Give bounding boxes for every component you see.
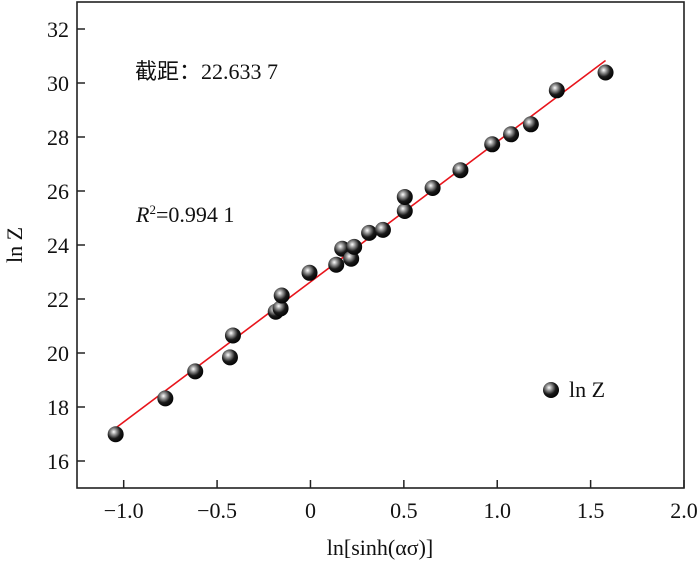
data-point [224, 327, 241, 344]
x-tick-label: 1.5 [577, 498, 605, 523]
data-point [107, 426, 124, 443]
x-tick-label: −1.0 [104, 498, 144, 523]
legend-label: ln Z [569, 377, 605, 402]
y-tick-label: 18 [47, 395, 69, 420]
r2-annotation: R2=0.994 1 [135, 202, 234, 227]
data-point [452, 162, 469, 179]
x-axis-label: ln[sinh(ασ)] [327, 535, 433, 560]
y-tick-label: 20 [47, 341, 69, 366]
data-point [328, 256, 345, 273]
x-tick-label: 0.5 [390, 498, 418, 523]
y-tick-label: 32 [47, 17, 69, 42]
data-point [503, 126, 520, 143]
x-tick-label: 1.0 [483, 498, 511, 523]
data-point [548, 82, 565, 99]
data-point [396, 202, 413, 219]
x-tick-label: 0 [305, 498, 316, 523]
y-tick-label: 28 [47, 125, 69, 150]
y-tick-label: 30 [47, 71, 69, 96]
x-tick-label: 2.0 [670, 498, 698, 523]
plot-frame [76, 1, 685, 489]
y-tick-label: 26 [47, 179, 69, 204]
data-point [157, 390, 174, 407]
x-tick-label: −0.5 [197, 498, 237, 523]
y-tick-label: 24 [47, 233, 69, 258]
data-point [346, 238, 363, 255]
data-point [522, 116, 539, 133]
data-point [273, 287, 290, 304]
data-point [221, 349, 238, 366]
y-tick-label: 22 [47, 287, 69, 312]
data-point [396, 188, 413, 205]
data-point [597, 64, 614, 81]
data-point [272, 300, 289, 317]
data-point [424, 180, 441, 197]
data-point [484, 136, 501, 153]
data-point [187, 363, 204, 380]
y-axis-label: ln Z [2, 227, 27, 263]
data-point [374, 221, 391, 238]
legend-marker [543, 382, 559, 398]
intercept-annotation: 截距：22.633 7 [135, 59, 278, 84]
data-point [361, 224, 378, 241]
data-point [301, 264, 318, 281]
legend: ln Z [543, 377, 605, 402]
y-tick-label: 16 [47, 449, 69, 474]
